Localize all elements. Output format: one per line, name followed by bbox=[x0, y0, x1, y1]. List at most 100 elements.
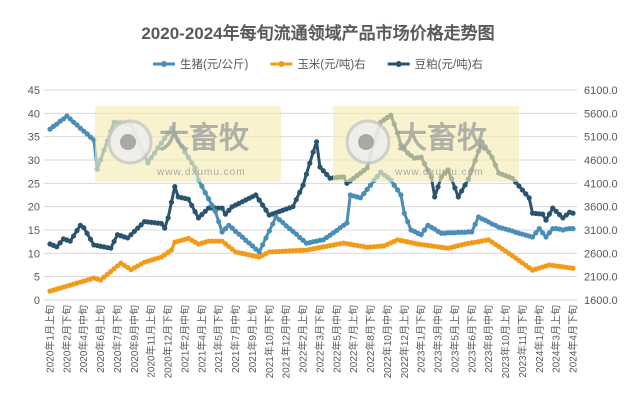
data-point bbox=[270, 221, 276, 227]
x-tick-label: 2021年4月上旬 bbox=[195, 305, 208, 373]
data-point bbox=[432, 194, 438, 200]
data-point bbox=[84, 230, 90, 237]
x-tick-label: 2022年8月下旬 bbox=[364, 305, 377, 373]
x-tick-label: 2020年12月下旬 bbox=[162, 305, 175, 378]
left-tick-label: 10 bbox=[28, 248, 40, 260]
data-point bbox=[266, 228, 272, 234]
data-point bbox=[570, 210, 576, 216]
data-point bbox=[320, 168, 326, 174]
left-tick-label: 25 bbox=[28, 178, 40, 190]
data-point bbox=[367, 182, 374, 188]
watermarks: 大畜牧 www.dxumu.com 大畜牧 www.dxumu.com bbox=[95, 106, 519, 182]
data-point bbox=[249, 243, 256, 249]
data-point bbox=[202, 190, 208, 196]
data-point bbox=[192, 209, 198, 215]
data-point bbox=[543, 217, 549, 223]
data-point bbox=[263, 235, 269, 241]
data-point bbox=[222, 211, 229, 217]
x-tick-label: 2020年1月上旬 bbox=[44, 305, 57, 373]
svg-text:大畜牧: 大畜牧 bbox=[159, 121, 250, 155]
data-point bbox=[313, 139, 320, 145]
data-point bbox=[540, 211, 546, 217]
data-point bbox=[526, 195, 532, 201]
right-tick-label: 1600.0 bbox=[584, 295, 618, 307]
data-point bbox=[74, 228, 80, 234]
data-point bbox=[459, 188, 465, 194]
x-tick-label: 2023年11月下旬 bbox=[516, 305, 529, 378]
legend-marker bbox=[395, 61, 402, 67]
x-tick-label: 2024年1月中旬 bbox=[533, 305, 546, 373]
watermark-logo: 大畜牧 www.dxumu.com bbox=[95, 106, 281, 182]
right-tick-label: 2600.0 bbox=[584, 248, 618, 260]
data-point bbox=[185, 196, 191, 202]
data-point bbox=[216, 219, 222, 225]
data-point bbox=[394, 187, 401, 193]
data-point bbox=[280, 219, 286, 226]
x-tick-label: 2022年7月上旬 bbox=[347, 305, 360, 373]
data-point bbox=[421, 227, 428, 233]
watermark-logo: 大畜牧 www.dxumu.com bbox=[333, 106, 519, 182]
data-point bbox=[546, 230, 552, 236]
svg-text:www.dxumu.com: www.dxumu.com bbox=[394, 167, 484, 178]
x-tick-label: 2023年3月中旬 bbox=[432, 305, 445, 373]
right-tick-label: 4600.0 bbox=[584, 155, 618, 167]
data-point bbox=[57, 240, 63, 246]
x-tick-label: 2020年4月中旬 bbox=[77, 305, 90, 373]
x-tick-label: 2023年5月上旬 bbox=[448, 305, 461, 373]
data-point bbox=[523, 191, 529, 197]
data-point bbox=[195, 215, 202, 221]
x-tick-label: 2021年9月上旬 bbox=[246, 305, 259, 373]
data-point bbox=[205, 196, 212, 202]
data-point bbox=[570, 226, 576, 232]
data-point bbox=[297, 189, 303, 195]
right-axis-ticks: 1600.0 2100.0 2600.0 3100.0 3600.0 4100.0 4600… bbox=[584, 85, 618, 307]
legend-item: 玉米(元/吨)右 bbox=[270, 57, 366, 71]
data-point bbox=[516, 183, 522, 189]
data-point bbox=[540, 230, 546, 236]
data-point bbox=[462, 182, 468, 188]
data-point bbox=[256, 197, 262, 203]
x-tick-label: 2022年3月下旬 bbox=[313, 305, 326, 373]
data-point bbox=[168, 199, 175, 205]
data-point bbox=[469, 229, 475, 235]
data-point bbox=[364, 186, 370, 192]
x-tick-label: 2023年1月下旬 bbox=[415, 305, 428, 373]
x-tick-label: 2022年5月中旬 bbox=[330, 305, 343, 373]
right-tick-label: 6100.0 bbox=[584, 85, 618, 97]
right-tick-label: 4100.0 bbox=[584, 178, 618, 190]
data-point bbox=[219, 229, 225, 235]
data-point bbox=[550, 205, 556, 211]
legend-label: 豆粕(元/吨)右 bbox=[415, 57, 483, 71]
x-tick-label: 2024年4月下旬 bbox=[567, 305, 580, 373]
x-tick-label: 2021年2月中旬 bbox=[178, 305, 191, 373]
left-tick-label: 5 bbox=[34, 272, 40, 284]
left-tick-label: 20 bbox=[28, 202, 40, 214]
series-1 bbox=[47, 235, 576, 294]
left-tick-label: 15 bbox=[28, 225, 40, 237]
chart-title: 2020-2024年每旬流通领域产品市场价格走势图 bbox=[141, 23, 494, 43]
left-tick-label: 40 bbox=[28, 108, 40, 120]
left-tick-label: 0 bbox=[34, 295, 40, 307]
data-point bbox=[317, 164, 323, 170]
data-point bbox=[212, 208, 218, 214]
x-tick-label: 2023年6月下旬 bbox=[465, 305, 478, 373]
data-point bbox=[253, 192, 259, 198]
x-tick-label: 2021年7月中旬 bbox=[229, 305, 242, 373]
x-tick-label: 2020年7月下旬 bbox=[111, 305, 124, 373]
data-point bbox=[138, 222, 144, 228]
x-tick-label: 2020年9月中旬 bbox=[128, 305, 141, 373]
x-tick-label: 2021年12月中旬 bbox=[280, 305, 293, 378]
data-point bbox=[172, 184, 178, 190]
data-point bbox=[135, 225, 141, 231]
x-tick-label: 2021年10月下旬 bbox=[263, 305, 276, 378]
x-tick-label: 2020年6月上旬 bbox=[94, 305, 107, 373]
x-tick-label: 2022年2月上旬 bbox=[297, 305, 310, 373]
data-point bbox=[357, 195, 364, 201]
legend-item: 豆粕(元/吨)右 bbox=[387, 57, 483, 71]
data-point bbox=[108, 245, 114, 251]
data-point bbox=[199, 183, 205, 189]
data-point bbox=[519, 187, 525, 193]
data-point bbox=[209, 202, 215, 208]
data-point bbox=[239, 234, 245, 240]
legend-label: 玉米(元/吨)右 bbox=[297, 57, 365, 71]
